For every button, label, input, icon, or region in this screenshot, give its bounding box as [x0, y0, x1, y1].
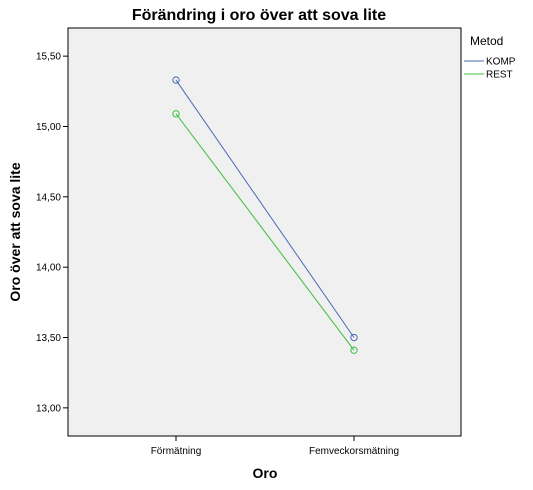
y-tick-label: 14,00 [36, 263, 61, 274]
x-axis-title: Oro [253, 465, 278, 481]
legend: Metod KOMP REST [464, 34, 516, 81]
series-line-rest [175, 113, 355, 351]
series-line-komp [175, 79, 355, 338]
y-tick-label: 15,00 [36, 122, 61, 133]
y-axis: 13,00 13,50 14,00 14,50 15,00 15,50 [36, 52, 68, 414]
data-point-rest [172, 110, 180, 118]
data-point-rest [350, 346, 358, 354]
chart-title: Förändring i oro över att sova lite [132, 7, 386, 24]
legend-label: KOMP [486, 57, 516, 68]
legend-items: KOMP REST [464, 57, 516, 81]
series-layer [172, 76, 358, 354]
data-point-komp [172, 76, 180, 84]
y-tick-label: 13,50 [36, 333, 61, 344]
x-tick-label: Förmätning [151, 446, 202, 457]
y-axis-title: Oro över att sova lite [7, 162, 23, 301]
y-tick-label: 15,50 [36, 52, 61, 63]
x-tick-label: Femveckorsmätning [309, 446, 399, 457]
x-axis: Förmätning Femveckorsmätning [151, 436, 399, 457]
legend-label: REST [486, 70, 513, 81]
y-tick-label: 13,00 [36, 403, 61, 414]
y-tick-label: 14,50 [36, 192, 61, 203]
legend-title: Metod [470, 34, 503, 48]
data-point-komp [350, 333, 358, 342]
